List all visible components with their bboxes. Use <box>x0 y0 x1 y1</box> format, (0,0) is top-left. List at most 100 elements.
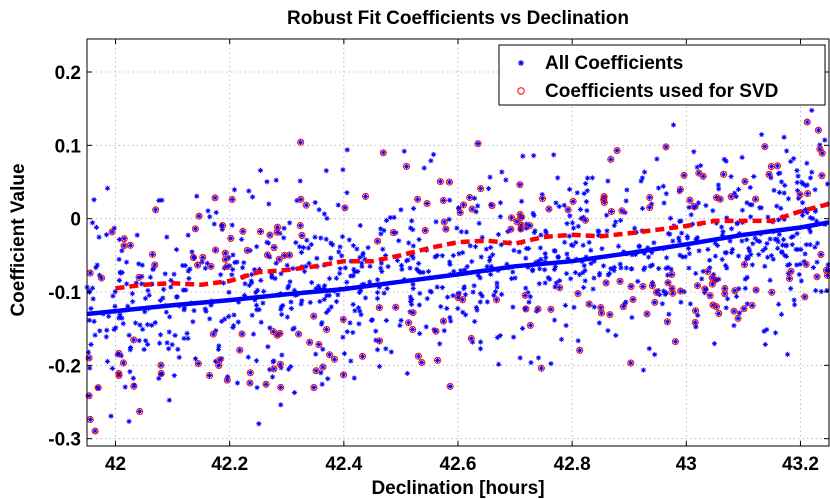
all-coefficient-point <box>583 180 589 187</box>
all-coefficient-point <box>762 341 768 348</box>
all-coefficient-point <box>751 173 757 180</box>
all-coefficient-point <box>647 204 653 211</box>
all-coefficient-point <box>778 311 785 318</box>
svd-coefficient-point <box>216 356 224 364</box>
all-coefficient-point <box>380 246 386 252</box>
all-coefficient-point <box>421 165 427 171</box>
svd-coefficient-point <box>585 300 593 308</box>
all-coefficient-point <box>267 232 273 238</box>
all-coefficient-point <box>640 367 647 373</box>
all-coefficient-point <box>455 291 461 297</box>
all-coefficient-point <box>686 204 692 211</box>
all-coefficient-point <box>222 250 228 256</box>
all-coefficient-point <box>297 244 303 250</box>
all-coefficient-point <box>646 346 652 352</box>
all-coefficient-point <box>670 238 676 244</box>
all-coefficient-point <box>299 232 305 239</box>
all-coefficient-point <box>677 252 683 258</box>
all-coefficient-point <box>564 220 570 227</box>
all-coefficient-point <box>802 294 808 300</box>
all-coefficient-point <box>211 221 217 227</box>
all-coefficient-point <box>120 321 126 327</box>
all-coefficient-point <box>359 263 365 269</box>
all-coefficient-point <box>241 292 248 298</box>
all-coefficient-point <box>393 230 399 236</box>
all-coefficient-point <box>323 309 330 316</box>
all-coefficient-point <box>410 255 416 261</box>
all-coefficient-point <box>478 254 484 260</box>
all-coefficient-point <box>678 299 684 305</box>
all-coefficient-point <box>739 154 745 160</box>
all-coefficient-point <box>797 261 803 267</box>
all-coefficient-point <box>572 269 579 276</box>
svd-coefficient-point <box>646 203 654 212</box>
all-coefficient-point <box>767 236 773 242</box>
all-coefficient-point <box>785 196 792 202</box>
all-coefficient-point <box>819 173 825 179</box>
svd-coefficient-point <box>341 204 349 212</box>
all-coefficient-point <box>196 213 202 219</box>
all-coefficient-point <box>676 235 682 241</box>
all-coefficient-point <box>663 191 669 197</box>
legend-star-marker-icon <box>518 60 524 66</box>
svd-coefficient-point <box>818 149 826 157</box>
svd-coefficient-point <box>409 309 417 317</box>
all-coefficient-point <box>771 187 777 193</box>
all-coefficient-point <box>762 245 768 251</box>
svd-coefficient-point <box>456 208 464 217</box>
all-coefficient-point <box>298 139 304 145</box>
all-coefficient-point <box>760 247 766 254</box>
all-coefficient-point <box>503 177 509 183</box>
all-coefficient-point <box>667 231 673 237</box>
all-coefficient-point <box>618 217 624 223</box>
all-coefficient-point <box>407 225 414 231</box>
all-coefficient-point <box>319 320 325 326</box>
svd-coefficient-point <box>277 383 285 391</box>
all-coefficient-point <box>632 225 638 231</box>
all-coefficient-point <box>234 259 240 265</box>
all-coefficient-point <box>647 194 653 201</box>
all-coefficient-point <box>797 192 803 198</box>
all-coefficient-point <box>649 262 655 268</box>
all-coefficient-point <box>357 254 363 261</box>
all-coefficient-point <box>788 234 794 241</box>
svd-coefficient-point <box>446 382 454 390</box>
all-coefficient-point <box>679 254 686 260</box>
all-coefficient-point <box>698 162 704 169</box>
all-coefficient-point <box>753 287 759 293</box>
all-coefficient-point <box>589 175 595 181</box>
all-coefficient-point <box>116 236 122 243</box>
all-coefficient-point <box>824 181 830 187</box>
all-coefficient-point <box>561 202 567 208</box>
svd-coefficient-point <box>323 325 331 334</box>
svd-coefficient-point <box>157 361 165 369</box>
all-coefficient-point <box>253 302 260 308</box>
svd-coefficient-point <box>516 181 524 189</box>
all-coefficient-point <box>320 364 326 370</box>
all-coefficient-point <box>806 226 813 232</box>
all-coefficient-point <box>696 248 702 254</box>
all-coefficient-point <box>279 352 285 358</box>
all-coefficient-point <box>533 308 540 314</box>
all-coefficient-point <box>226 255 232 261</box>
all-coefficient-point <box>582 267 588 274</box>
all-coefficient-point <box>260 300 266 306</box>
svd-coefficient-point <box>817 250 825 258</box>
all-coefficient-point <box>552 264 558 270</box>
svd-coefficient-point <box>459 296 467 304</box>
all-coefficient-point <box>416 236 422 243</box>
svd-coefficient-point <box>361 192 370 200</box>
svd-coefficient-point <box>409 325 417 334</box>
all-coefficient-point <box>629 266 635 272</box>
all-coefficient-point <box>294 198 300 204</box>
svd-coefficient-point <box>221 255 229 263</box>
all-coefficient-point <box>511 247 517 253</box>
svd-coefficient-point <box>195 212 203 220</box>
all-coefficient-point <box>468 335 474 342</box>
svd-coefficient-point <box>239 227 247 235</box>
all-coefficient-point <box>94 262 100 268</box>
all-coefficient-point <box>124 281 130 287</box>
all-coefficient-point <box>344 190 350 196</box>
all-coefficient-point <box>271 366 277 372</box>
svd-coefficient-point <box>522 305 530 313</box>
